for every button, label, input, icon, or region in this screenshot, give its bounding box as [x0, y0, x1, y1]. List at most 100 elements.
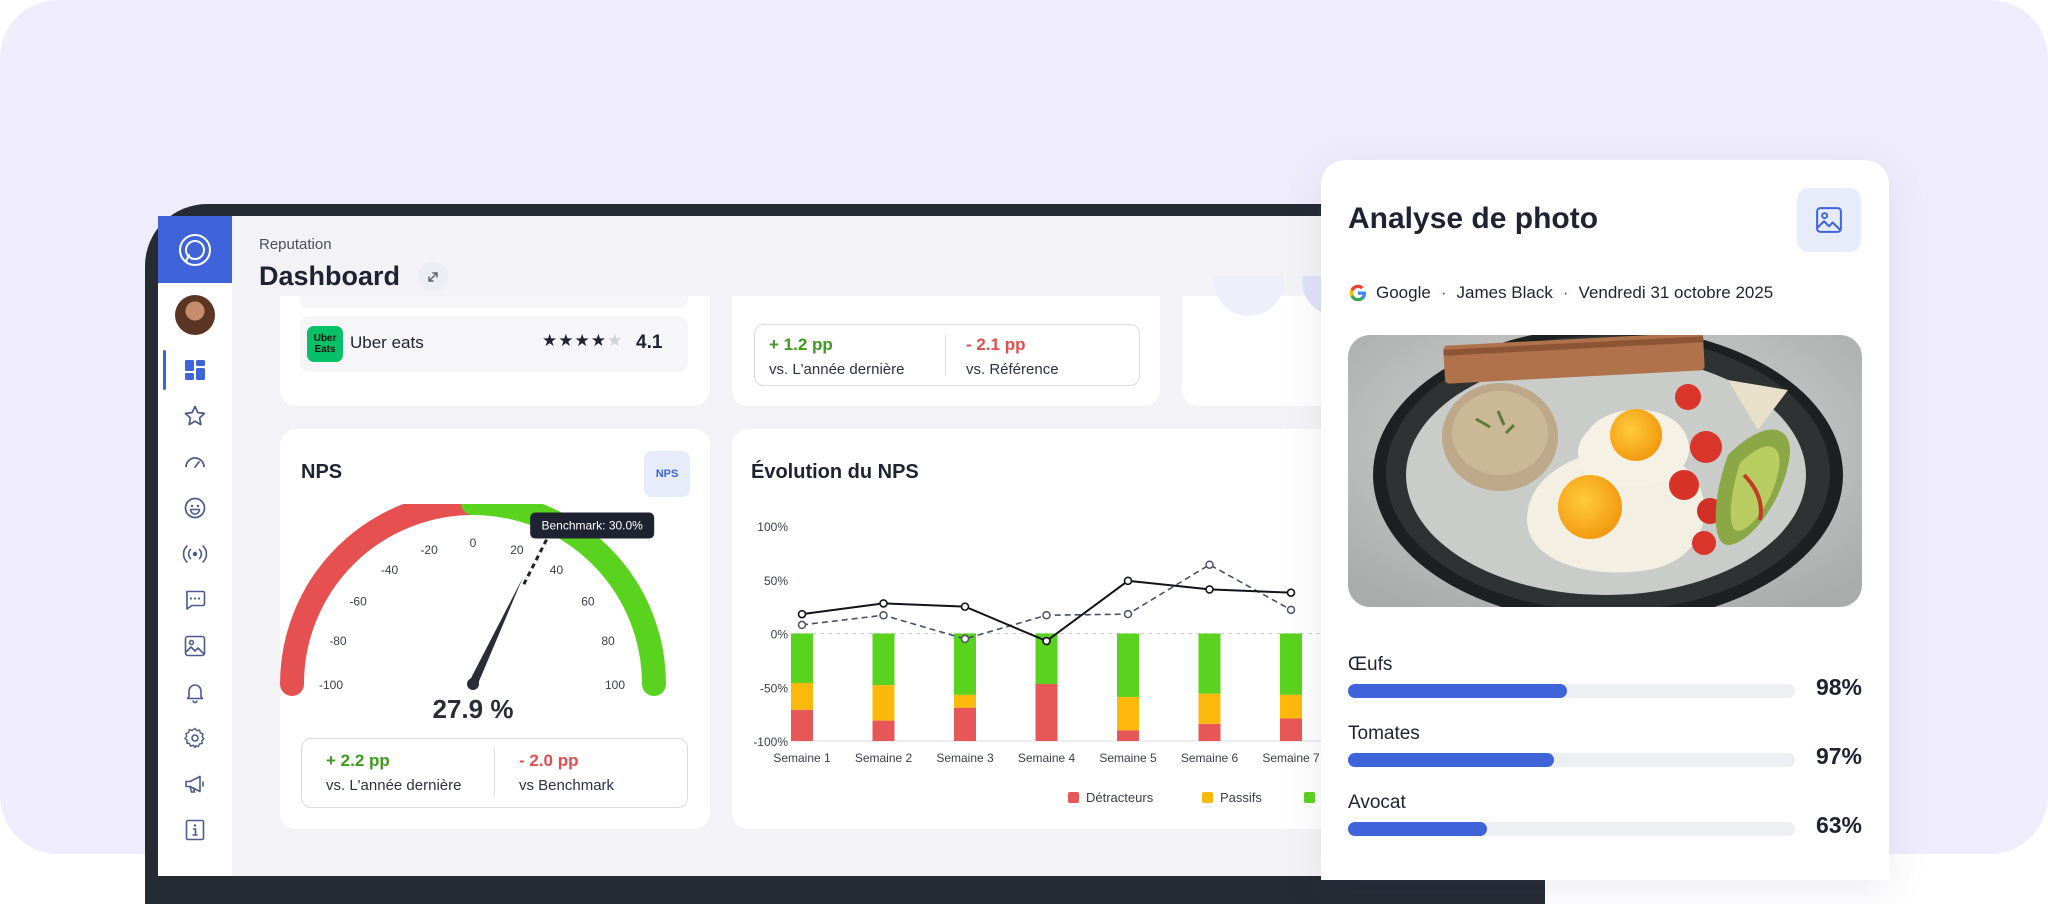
gauge-tick-label: 0 — [470, 536, 477, 550]
benchmark-point[interactable] — [1042, 610, 1051, 620]
x-tick-label: Semaine 2 — [855, 751, 913, 765]
bar-segment[interactable] — [1035, 684, 1058, 741]
star-filled-icon: ★ — [542, 331, 559, 350]
ingredient-name: Avocat — [1348, 792, 1406, 813]
bar-segment[interactable] — [954, 694, 976, 708]
avatar[interactable] — [175, 295, 215, 335]
review-source: Google — [1376, 283, 1431, 302]
bar-segment[interactable] — [1198, 693, 1221, 724]
benchmark-point[interactable] — [960, 634, 970, 644]
nps-evolution-chart: 100% 50% 0% -50% -100% Semaine 1 Semaine 2 Sema… — [753, 520, 1352, 805]
legend-label[interactable]: Passifs — [1220, 790, 1262, 805]
bar-segment[interactable] — [872, 720, 895, 741]
sidebar-item-sentiment[interactable] — [158, 488, 232, 528]
sidebar-item-reviews[interactable] — [158, 396, 232, 436]
bar-segment[interactable] — [791, 709, 813, 741]
ingredient-percent: 63% — [1815, 812, 1862, 838]
nps-point[interactable] — [879, 599, 888, 608]
nps-card: NPS NPS -100 -80 -60 -40 -20 0 20 40 60 80 100 Ben… — [280, 429, 710, 829]
legend-swatch — [1068, 792, 1079, 803]
legend-label[interactable]: Détracteurs — [1086, 790, 1154, 805]
legend-swatch — [1202, 792, 1213, 803]
nps-point[interactable] — [1123, 576, 1133, 586]
separator-dot: · — [1562, 283, 1569, 302]
benchmark-point[interactable] — [879, 610, 888, 620]
bar-segment[interactable] — [791, 633, 813, 683]
y-tick-label: -100% — [753, 735, 788, 749]
sidebar-item-dashboard[interactable] — [158, 350, 232, 390]
nps-delta-bench-value: - 2.0 pp — [519, 751, 579, 770]
bar-segment[interactable] — [872, 685, 895, 721]
star-filled-icon: ★ — [558, 331, 575, 350]
review-photo[interactable] — [1348, 335, 1862, 607]
sidebar-item-listening[interactable] — [158, 534, 232, 574]
bar-segment[interactable] — [954, 707, 976, 741]
nps-point[interactable] — [797, 609, 807, 619]
nps-title: NPS — [301, 461, 343, 483]
sidebar — [158, 216, 232, 876]
broadcast-icon — [182, 545, 208, 563]
gauge-tick-label: -80 — [329, 634, 347, 648]
bar-segment[interactable] — [954, 633, 976, 695]
info-icon — [185, 819, 205, 841]
bar-segment[interactable] — [1280, 694, 1302, 719]
megaphone-icon — [185, 775, 204, 793]
bar-segment[interactable] — [1117, 696, 1139, 731]
star-filled-icon: ★ — [574, 331, 591, 350]
sidebar-item-settings[interactable] — [158, 718, 232, 758]
page-header: Reputation Dashboard — [259, 236, 449, 292]
nps-point[interactable] — [1286, 588, 1296, 597]
x-tick-label: Semaine 5 — [1099, 751, 1157, 765]
expand-button[interactable] — [418, 261, 449, 292]
nps-evolution-card: Évolution du NPS 100% 50% 0% -50% -100% Semai… — [732, 429, 1352, 829]
benchmark-point[interactable] — [1286, 605, 1296, 615]
app-logo[interactable] — [158, 216, 232, 283]
bar-segment[interactable] — [1035, 633, 1058, 685]
gauge-tick-label: -100 — [319, 678, 343, 692]
chart-title: Évolution du NPS — [751, 461, 919, 483]
gauge-tick-label: 80 — [601, 634, 615, 648]
benchmark-point[interactable] — [1123, 609, 1133, 619]
ingredient-item: Œufs 98% — [1348, 654, 1862, 700]
sidebar-item-info[interactable] — [158, 810, 232, 850]
decorative-circle — [1214, 276, 1284, 316]
nps-point[interactable] — [1205, 585, 1214, 594]
breadcrumb[interactable]: Reputation — [259, 236, 332, 253]
sidebar-item-alerts[interactable] — [158, 672, 232, 712]
bar-segment[interactable] — [1280, 718, 1302, 741]
sidebar-item-campaigns[interactable] — [158, 764, 232, 804]
delta-ref-value: - 2.1 pp — [966, 335, 1026, 354]
score-deltas: + 1.2 pp vs. L'année dernière - 2.1 pp v… — [754, 324, 1140, 386]
benchmark-point[interactable] — [797, 620, 807, 630]
sidebar-item-photos[interactable] — [158, 626, 232, 666]
ingredient-percent: 98% — [1815, 674, 1862, 700]
chat-icon — [186, 590, 206, 610]
bar-segment[interactable] — [1198, 633, 1221, 694]
delta-divider — [945, 335, 946, 375]
platform-row-uber[interactable]: Uber Eats Uber eats ★★★★★ 4.1 — [300, 316, 688, 372]
gauge-tick-label: -20 — [420, 543, 438, 557]
bar-segment[interactable] — [1117, 730, 1139, 741]
bar-segment[interactable] — [1198, 723, 1221, 741]
nps-point[interactable] — [1042, 636, 1051, 646]
app-screen: Reputation Dashboard Uber Eats Uber eats… — [158, 216, 1478, 876]
bar-segment[interactable] — [791, 682, 813, 710]
photo-button[interactable] — [1797, 188, 1861, 252]
y-tick-label: 0% — [771, 628, 789, 642]
bar-segment[interactable] — [872, 633, 895, 686]
nps-point[interactable] — [960, 602, 970, 611]
review-author: James Black — [1456, 283, 1553, 302]
bar-segment[interactable] — [1117, 633, 1139, 697]
sidebar-item-messages[interactable] — [158, 580, 232, 620]
ingredient-progress-track — [1348, 684, 1795, 698]
bar-segment[interactable] — [1280, 633, 1302, 695]
x-tick-label: Semaine 1 — [773, 751, 831, 765]
benchmark-point[interactable] — [1205, 560, 1214, 569]
nps-deltas: + 2.2 pp vs. L'année dernière - 2.0 pp v… — [301, 738, 688, 808]
legend-swatch — [1304, 792, 1315, 803]
smiley-icon — [184, 497, 206, 519]
breakfast-photo — [1348, 335, 1862, 607]
sidebar-item-performance[interactable] — [158, 442, 232, 482]
page-title: Dashboard — [259, 261, 401, 291]
gauge-tick-label: 20 — [510, 543, 524, 557]
